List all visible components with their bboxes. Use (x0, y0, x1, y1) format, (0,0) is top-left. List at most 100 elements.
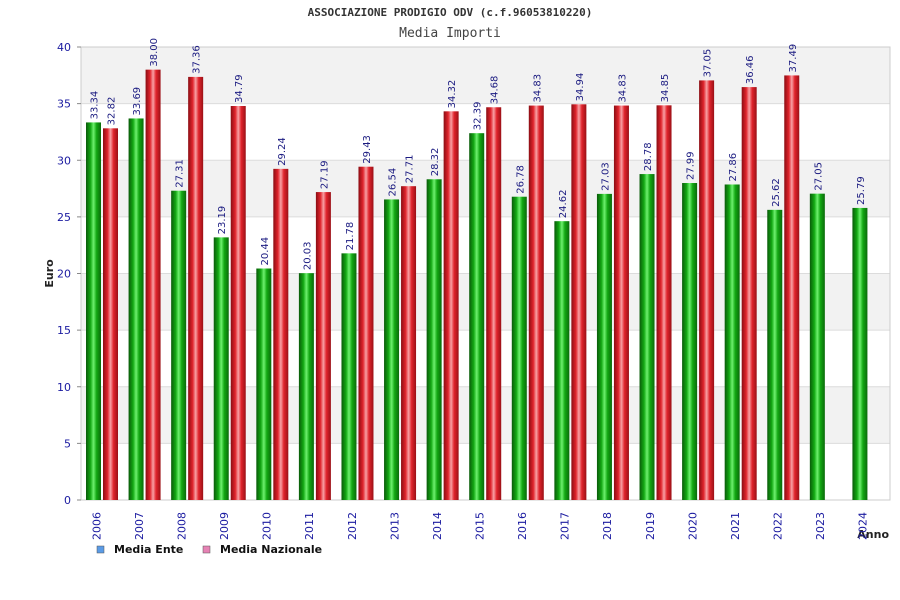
x-tick-label: 2014 (431, 512, 444, 540)
bar-media-ente (256, 268, 272, 500)
x-tick-label: 2006 (90, 512, 103, 540)
bar-media-ente (469, 133, 485, 501)
x-tick-label: 2017 (559, 512, 572, 540)
data-label: 34.85 (660, 74, 671, 103)
bar-media-nazionale (145, 69, 161, 501)
x-tick-label: 2007 (133, 512, 146, 540)
bar-media-ente (511, 196, 527, 501)
data-label: 29.43 (362, 135, 373, 164)
data-label: 38.00 (149, 38, 160, 67)
bar-media-nazionale (273, 168, 289, 500)
y-tick-label: 40 (57, 41, 71, 54)
data-label: 34.32 (447, 80, 458, 109)
data-label: 26.54 (388, 168, 399, 197)
bar-media-nazionale (315, 192, 331, 501)
data-label: 27.71 (405, 155, 416, 184)
bar-media-ente (298, 273, 314, 500)
x-tick-label: 2019 (644, 512, 657, 540)
data-label: 21.78 (345, 222, 356, 251)
x-axis-label: Anno (857, 528, 889, 541)
bar-media-ente (128, 118, 144, 500)
bar-media-ente (767, 209, 783, 500)
y-tick-label: 15 (57, 324, 71, 337)
bar-media-nazionale (103, 128, 118, 500)
data-label: 37.05 (703, 49, 714, 78)
bar-media-nazionale (699, 80, 715, 500)
bar-media-nazionale (188, 76, 204, 500)
bar-media-ente (554, 221, 570, 500)
data-label: 27.31 (175, 159, 186, 188)
x-tick-label: 2009 (218, 512, 231, 540)
chart-subtitle: Media Importi (399, 26, 501, 41)
y-tick-label: 0 (64, 494, 71, 507)
data-label: 25.62 (771, 178, 782, 207)
x-tick-label: 2013 (388, 512, 401, 540)
bar-media-nazionale (230, 106, 246, 501)
y-axis-label: Euro (43, 259, 56, 288)
bar-media-ente (639, 174, 655, 500)
data-label: 34.83 (532, 74, 543, 103)
y-tick-label: 20 (57, 268, 71, 281)
bar-media-ente (852, 207, 868, 500)
data-label: 33.34 (90, 91, 101, 120)
legend-label: Media Nazionale (220, 543, 322, 556)
x-tick-label: 2015 (474, 512, 487, 540)
data-label: 20.44 (260, 237, 271, 266)
data-label: 32.39 (473, 102, 484, 131)
data-label: 34.79 (234, 74, 245, 103)
legend-label: Media Ente (114, 543, 183, 556)
data-label: 27.19 (319, 160, 330, 189)
bar-media-ente (171, 190, 187, 501)
data-label: 36.46 (745, 55, 756, 84)
x-tick-label: 2021 (729, 512, 742, 540)
y-tick-label: 35 (57, 98, 71, 111)
bar-media-ente (384, 199, 400, 500)
x-tick-label: 2016 (516, 512, 529, 540)
y-tick-label: 25 (57, 211, 71, 224)
y-tick-label: 10 (57, 381, 71, 394)
data-label: 27.03 (600, 162, 611, 191)
x-tick-label: 2018 (601, 512, 614, 540)
data-label: 27.86 (728, 153, 739, 182)
data-label: 23.19 (217, 206, 228, 235)
legend-swatch (202, 545, 211, 554)
data-label: 28.32 (430, 148, 441, 177)
bar-media-nazionale (784, 75, 800, 500)
x-tick-label: 2020 (686, 512, 699, 540)
data-label: 37.36 (192, 45, 203, 74)
data-label: 34.68 (490, 76, 501, 105)
data-label: 33.69 (132, 87, 143, 116)
data-label: 34.94 (575, 73, 586, 102)
bar-media-nazionale (613, 105, 629, 501)
x-tick-label: 2012 (346, 512, 359, 540)
data-label: 20.03 (302, 242, 313, 271)
data-label: 29.24 (277, 137, 288, 166)
y-tick-label: 30 (57, 154, 71, 167)
bar-media-nazionale (443, 111, 459, 501)
data-label: 34.83 (617, 74, 628, 103)
bar-media-nazionale (401, 186, 417, 500)
data-label: 32.82 (107, 97, 118, 126)
bar-media-ente (682, 183, 698, 500)
data-label: 25.79 (856, 176, 867, 205)
bar-media-nazionale (741, 87, 757, 500)
y-tick-label: 5 (64, 437, 71, 450)
bar-media-nazionale (656, 105, 672, 500)
bar-media-ente (724, 184, 740, 500)
bar-media-nazionale (486, 107, 502, 501)
x-tick-label: 2022 (772, 512, 785, 540)
data-label: 26.78 (515, 165, 526, 194)
data-label: 24.62 (558, 190, 569, 219)
x-tick-label: 2023 (814, 512, 827, 540)
bar-media-ente (596, 193, 612, 500)
data-label: 27.99 (686, 151, 697, 180)
bar-media-ente (341, 253, 357, 500)
bar-media-ente (426, 179, 442, 500)
bar-media-nazionale (571, 104, 587, 500)
data-label: 28.78 (643, 142, 654, 171)
x-tick-label: 2024 (857, 512, 870, 540)
data-label: 37.49 (788, 44, 799, 73)
bar-media-nazionale (528, 105, 544, 501)
